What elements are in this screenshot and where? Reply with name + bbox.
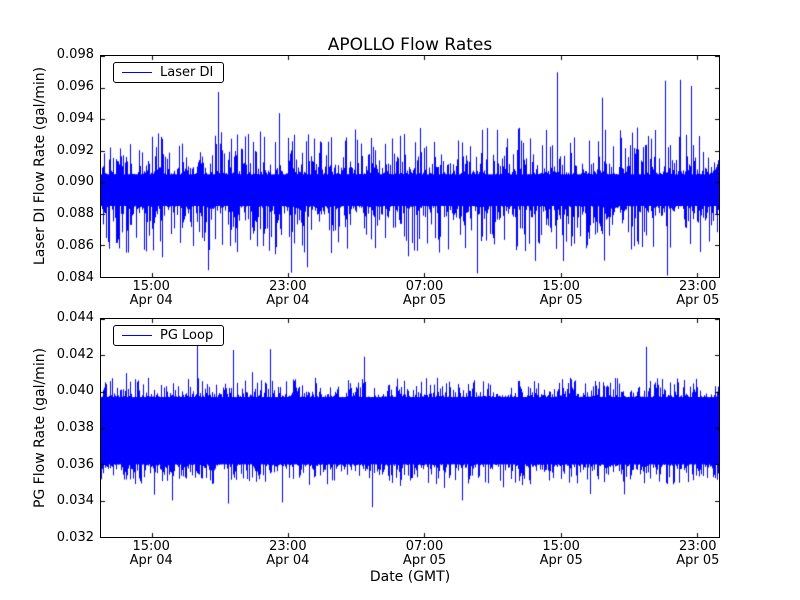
- x-tick-line: Apr 05: [539, 553, 583, 568]
- y-tick-label: 0.034: [56, 493, 94, 509]
- x-tick-line: Apr 05: [402, 293, 447, 308]
- x-tick-label: 15:00 Apr 05: [540, 540, 583, 568]
- x-tick-label: 15:00 Apr 05: [540, 280, 583, 308]
- x-tick-line: Apr 04: [129, 293, 173, 308]
- y-tick-label: 0.042: [56, 346, 94, 362]
- y-tick-label: 0.098: [56, 47, 94, 62]
- y-tick-label: 0.088: [56, 206, 94, 222]
- legend-label-pg-loop: PG Loop: [160, 328, 214, 343]
- y-tick-label: 0.040: [56, 383, 94, 399]
- x-tick-line: Apr 04: [266, 293, 310, 308]
- x-tick-line: 07:00: [405, 539, 444, 554]
- y-tick-label: 0.094: [56, 110, 94, 126]
- x-tick-label: 07:00 Apr 05: [403, 280, 446, 308]
- x-tick-line: 15:00: [542, 279, 580, 294]
- x-tick-line: 07:00: [405, 279, 444, 294]
- x-tick-label: 07:00 Apr 05: [403, 540, 446, 568]
- legend-label-laser-di: Laser DI: [160, 65, 214, 80]
- x-tick-label: 23:00 Apr 05: [676, 540, 719, 568]
- axes-laser-di: Laser DI: [100, 55, 720, 278]
- x-tick-line: 23:00: [679, 279, 717, 294]
- y-axis-label-laser-di: Laser DI Flow Rate (gal/min): [32, 66, 48, 266]
- x-tick-label: 23:00 Apr 04: [266, 540, 309, 568]
- laser-di-series-canvas: [101, 56, 719, 277]
- x-tick-line: 23:00: [269, 279, 307, 294]
- x-tick-line: 23:00: [679, 539, 717, 554]
- y-tick-label: 0.036: [56, 456, 94, 472]
- legend-pg-loop: PG Loop: [113, 325, 225, 346]
- x-tick-line: Apr 04: [129, 553, 173, 568]
- x-tick-label: 15:00 Apr 04: [130, 540, 173, 568]
- legend-laser-di: Laser DI: [113, 62, 225, 83]
- y-tick-label: 0.032: [56, 530, 94, 545]
- x-tick-line: Apr 05: [539, 293, 583, 308]
- x-tick-line: Apr 05: [402, 553, 447, 568]
- plot-title: APOLLO Flow Rates: [327, 35, 493, 55]
- x-tick-line: 15:00: [542, 539, 580, 554]
- x-tick-line: 23:00: [269, 539, 307, 554]
- legend-line-sample-icon: [122, 335, 152, 336]
- y-tick-label: 0.096: [56, 78, 94, 94]
- x-tick-line: Apr 05: [676, 293, 720, 308]
- x-tick-label: 15:00 Apr 04: [130, 280, 173, 308]
- pg-loop-series-canvas: [101, 319, 719, 537]
- y-tick-label: 0.044: [56, 310, 94, 325]
- x-tick-line: 15:00: [132, 539, 170, 554]
- x-axis-label: Date (GMT): [369, 569, 451, 585]
- y-tick-label: 0.038: [56, 420, 94, 435]
- axes-pg-loop: PG Loop: [100, 318, 720, 538]
- y-tick-label: 0.090: [56, 174, 94, 190]
- x-tick-label: 23:00 Apr 05: [676, 280, 719, 308]
- x-tick-line: Apr 05: [676, 553, 720, 568]
- y-tick-label: 0.086: [56, 238, 94, 254]
- x-tick-line: Apr 04: [266, 553, 310, 568]
- legend-line-sample-icon: [122, 72, 152, 73]
- y-tick-label: 0.084: [56, 270, 94, 285]
- x-tick-label: 23:00 Apr 04: [266, 280, 309, 308]
- x-tick-line: 15:00: [132, 279, 170, 294]
- y-tick-label: 0.092: [56, 142, 94, 158]
